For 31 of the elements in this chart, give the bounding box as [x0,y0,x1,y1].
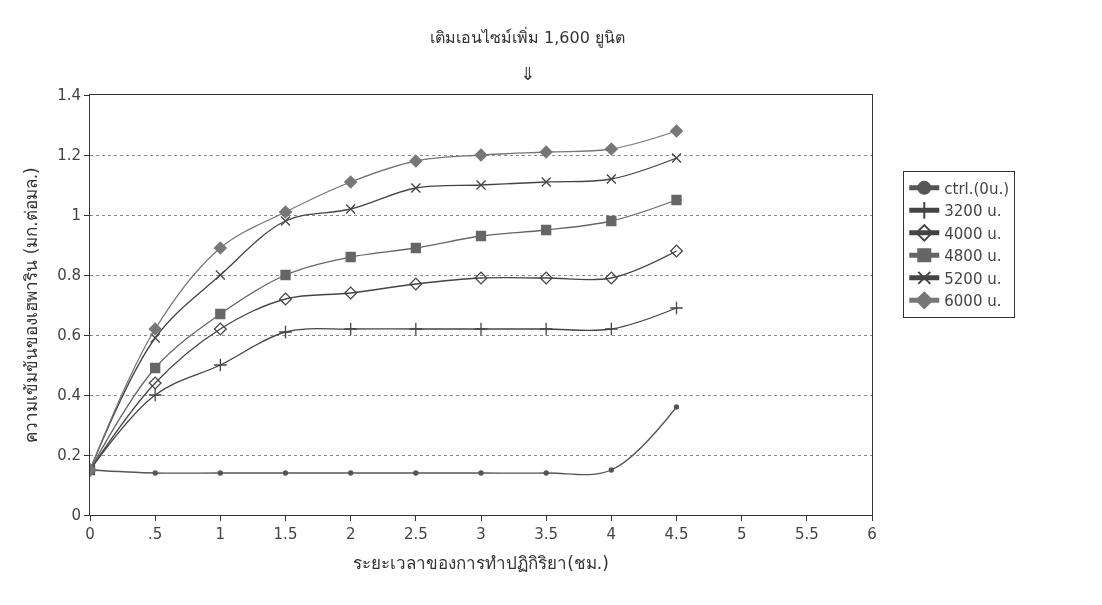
x-tick-label: 3 [476,525,486,543]
y-tick-label: 0.6 [57,326,81,345]
x-tick-label: 0 [85,525,95,543]
x-axis-title: ระยะเวลาของการทำปฏิกิริยา(ชม.) [353,553,609,574]
y-axis-title: ความเข้มข้นของเฮพาริน (มก.ต่อมล.) [20,167,41,443]
legend-label: 5200 u. [944,269,1002,288]
x-tick-label: 1.5 [273,525,298,543]
x-tick-label: 4.5 [664,525,689,543]
x-tick-label: 2 [345,525,356,543]
legend-label: 3200 u. [944,202,1002,221]
y-tick-label: 0.2 [57,446,81,465]
y-tick-label: 1 [71,206,81,225]
x-tick-label: 5 [736,525,747,543]
y-tick-label: 1.2 [57,146,81,165]
x-tick-label: .5 [148,525,163,543]
text: เติมเอนไซม์เพิ่ม 1,600 ยูนิต [430,26,625,48]
legend-label: 4000 u. [944,224,1002,243]
legend-label: 6000 u. [944,292,1002,311]
x-tick-label: 3.5 [534,525,559,543]
y-tick-label: 0.4 [57,386,81,405]
legend-label: ctrl.(0u.) [944,179,1010,198]
text: ⇓ [520,63,536,84]
y-tick-label: 0.8 [57,266,81,285]
x-tick-label: 4 [606,525,617,543]
y-tick-label: 0 [71,506,81,525]
y-tick-label: 1.4 [57,86,81,105]
x-tick-label: 1 [215,525,226,543]
x-tick-label: 6 [867,525,877,543]
x-tick-label: 2.5 [403,525,428,543]
x-tick-label: 5.5 [794,525,819,543]
legend-label: 4800 u. [944,247,1002,266]
